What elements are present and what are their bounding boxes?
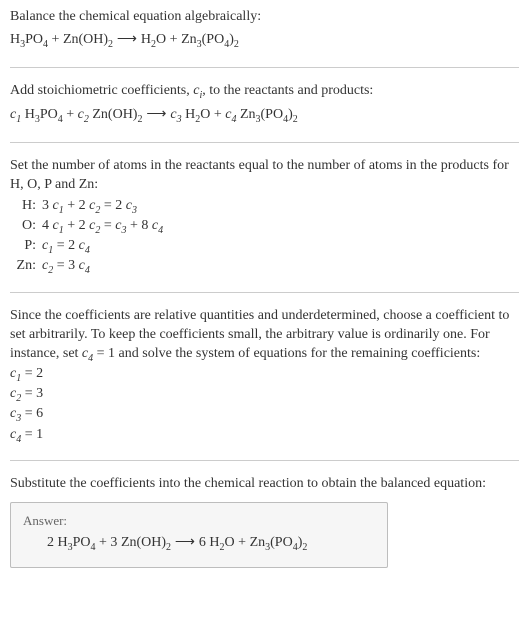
balance-expr: c1 = 2 c4	[42, 237, 169, 257]
answer-box: Answer: 2 H3PO4 + 3 Zn(OH)2 ⟶ 6 H2O + Zn…	[10, 502, 388, 568]
product-1: H2O	[185, 107, 210, 122]
atom-balance-table: H: 3 c1 + 2 c2 = 2 c3 O: 4 c1 + 2 c2 = c…	[10, 197, 169, 278]
element-label: O:	[10, 217, 42, 237]
section-solve: Since the coefficients are relative quan…	[10, 307, 519, 461]
arrow-icon: ⟶	[171, 533, 199, 549]
reactant-1: H3PO4	[25, 107, 63, 122]
balance-expr: 3 c1 + 2 c2 = 2 c3	[42, 197, 169, 217]
product-1: H2O	[209, 535, 234, 550]
balance-expr: 4 c1 + 2 c2 = c3 + 8 c4	[42, 217, 169, 237]
coeff-value: c3 = 6	[10, 405, 519, 425]
reactant-2: Zn(OH)2	[92, 107, 142, 122]
reactant-2: Zn(OH)2	[63, 32, 113, 47]
c4: c4	[225, 107, 236, 122]
answer-equation: 2 H3PO4 + 3 Zn(OH)2 ⟶ 6 H2O + Zn3(PO4)2	[23, 533, 375, 553]
plus: + 3	[96, 535, 121, 550]
section-problem: Balance the chemical equation algebraica…	[10, 8, 519, 68]
coeff-value: c4 = 1	[10, 426, 519, 446]
solve-para: Since the coefficients are relative quan…	[10, 307, 519, 365]
arrow-icon: ⟶	[142, 105, 170, 121]
product-2: Zn3(PO4)2	[240, 107, 298, 122]
coeff-value: c2 = 3	[10, 385, 519, 405]
reactant-1: H3PO4	[10, 32, 48, 47]
element-label: H:	[10, 197, 42, 217]
coeff-equation: c1 H3PO4 + c2 Zn(OH)2 ⟶ c3 H2O + c4 Zn3(…	[10, 102, 519, 128]
element-label: Zn:	[10, 257, 42, 277]
reactant-1: H3PO4	[58, 535, 96, 550]
ci-symbol: ci	[193, 83, 202, 98]
coeff-intro: Add stoichiometric coefficients, ci, to …	[10, 82, 519, 102]
table-row: O: 4 c1 + 2 c2 = c3 + 8 c4	[10, 217, 169, 237]
product-1: H2O	[141, 32, 166, 47]
c3: c3	[170, 107, 181, 122]
answer-label: Answer:	[23, 513, 375, 529]
plus: +	[210, 107, 225, 122]
table-row: P: c1 = 2 c4	[10, 237, 169, 257]
section-coefficients: Add stoichiometric coefficients, ci, to …	[10, 82, 519, 143]
atom-intro: Set the number of atoms in the reactants…	[10, 157, 519, 195]
plus: +	[166, 32, 181, 47]
answer-intro: Substitute the coefficients into the che…	[10, 475, 519, 494]
product-2: Zn3(PO4)2	[181, 32, 239, 47]
arrow-icon: ⟶	[113, 30, 141, 46]
element-label: P:	[10, 237, 42, 257]
table-row: H: 3 c1 + 2 c2 = 2 c3	[10, 197, 169, 217]
plus: +	[235, 535, 250, 550]
product-2: Zn3(PO4)2	[250, 535, 308, 550]
balance-expr: c2 = 3 c4	[42, 257, 169, 277]
reactant-2: Zn(OH)2	[121, 535, 171, 550]
c1: c1	[10, 107, 21, 122]
page-container: Balance the chemical equation algebraica…	[0, 0, 529, 592]
plus: +	[63, 107, 78, 122]
table-row: Zn: c2 = 3 c4	[10, 257, 169, 277]
problem-equation: H3PO4 + Zn(OH)2 ⟶ H2O + Zn3(PO4)2	[10, 27, 519, 53]
section-answer: Substitute the coefficients into the che…	[10, 475, 519, 576]
section-atom-balance: Set the number of atoms in the reactants…	[10, 157, 519, 293]
coeff-value: c1 = 2	[10, 365, 519, 385]
problem-intro: Balance the chemical equation algebraica…	[10, 8, 519, 27]
c2: c2	[78, 107, 89, 122]
plus: +	[48, 32, 63, 47]
c4-symbol: c4	[82, 346, 93, 361]
